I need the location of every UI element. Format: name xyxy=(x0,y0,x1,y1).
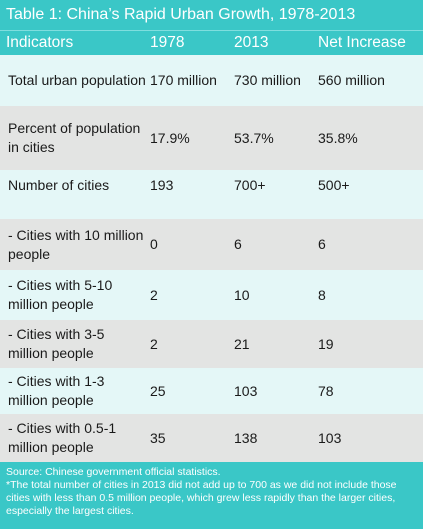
row-value-1978: 193 xyxy=(150,177,174,193)
table-footer: Source: Chinese government official stat… xyxy=(0,462,423,529)
row-value-2013: 138 xyxy=(234,429,258,446)
row-value-2013: 6 xyxy=(234,236,242,252)
header-net-increase: Net Increase xyxy=(318,34,406,51)
row-indicator: Percent of population in cities xyxy=(8,120,141,155)
row-value-1978: 2 xyxy=(150,286,158,303)
table-row: Number of cities 193 700+ 500+ xyxy=(0,170,423,219)
header-indicators: Indicators xyxy=(6,34,74,51)
row-value-2013: 730 million xyxy=(234,72,301,88)
row-indicator: - Cities with 5-10 million people xyxy=(8,277,113,312)
table-row: Percent of population in cities 17.9% 53… xyxy=(0,106,423,170)
row-value-net: 8 xyxy=(318,286,326,303)
row-value-net: 35.8% xyxy=(318,129,358,146)
table-row: - Cities with 5-10 million people 2 10 8 xyxy=(0,270,423,320)
row-value-1978: 170 million xyxy=(150,72,217,88)
row-value-2013: 700+ xyxy=(234,177,266,193)
row-value-1978: 17.9% xyxy=(150,129,190,146)
row-value-2013: 10 xyxy=(234,286,250,303)
table-row: - Cities with 10 million people 0 6 6 xyxy=(0,219,423,270)
row-value-1978: 25 xyxy=(150,382,166,399)
row-value-2013: 53.7% xyxy=(234,129,274,146)
row-value-1978: 35 xyxy=(150,429,166,446)
table-row: - Cities with 3-5 million people 2 21 19 xyxy=(0,320,423,368)
row-indicator: - Cities with 10 million people xyxy=(8,226,144,262)
header-1978: 1978 xyxy=(150,34,185,51)
row-value-net: 78 xyxy=(318,382,334,399)
table-row: Total urban population 170 million 730 m… xyxy=(0,55,423,106)
row-indicator: - Cities with 0.5-1 million people xyxy=(8,420,117,455)
table-row: - Cities with 0.5-1 million people 35 13… xyxy=(0,414,423,462)
row-value-1978: 2 xyxy=(150,335,158,352)
table-header: Indicators 1978 2013 Net Increase xyxy=(0,30,423,55)
row-value-net: 6 xyxy=(318,236,326,252)
row-value-1978: 0 xyxy=(150,236,158,252)
header-2013: 2013 xyxy=(234,34,269,51)
table-row: - Cities with 1-3 million people 25 103 … xyxy=(0,368,423,414)
table-title: Table 1: China’s Rapid Urban Growth, 197… xyxy=(0,0,423,30)
row-indicator: - Cities with 1-3 million people xyxy=(8,373,105,408)
row-value-net: 103 xyxy=(318,429,342,446)
row-value-2013: 103 xyxy=(234,382,258,399)
row-value-2013: 21 xyxy=(234,335,250,352)
table-body: Total urban population 170 million 730 m… xyxy=(0,55,423,462)
row-indicator: - Cities with 3-5 million people xyxy=(8,326,105,361)
row-indicator: Total urban population xyxy=(8,72,146,88)
footnote: *The total number of cities in 2013 did … xyxy=(6,479,397,517)
row-value-net: 500+ xyxy=(318,177,350,193)
row-value-net: 19 xyxy=(318,335,334,352)
row-indicator: Number of cities xyxy=(8,177,110,193)
source-note: Source: Chinese government official stat… xyxy=(6,466,221,478)
row-value-net: 560 million xyxy=(318,72,385,88)
